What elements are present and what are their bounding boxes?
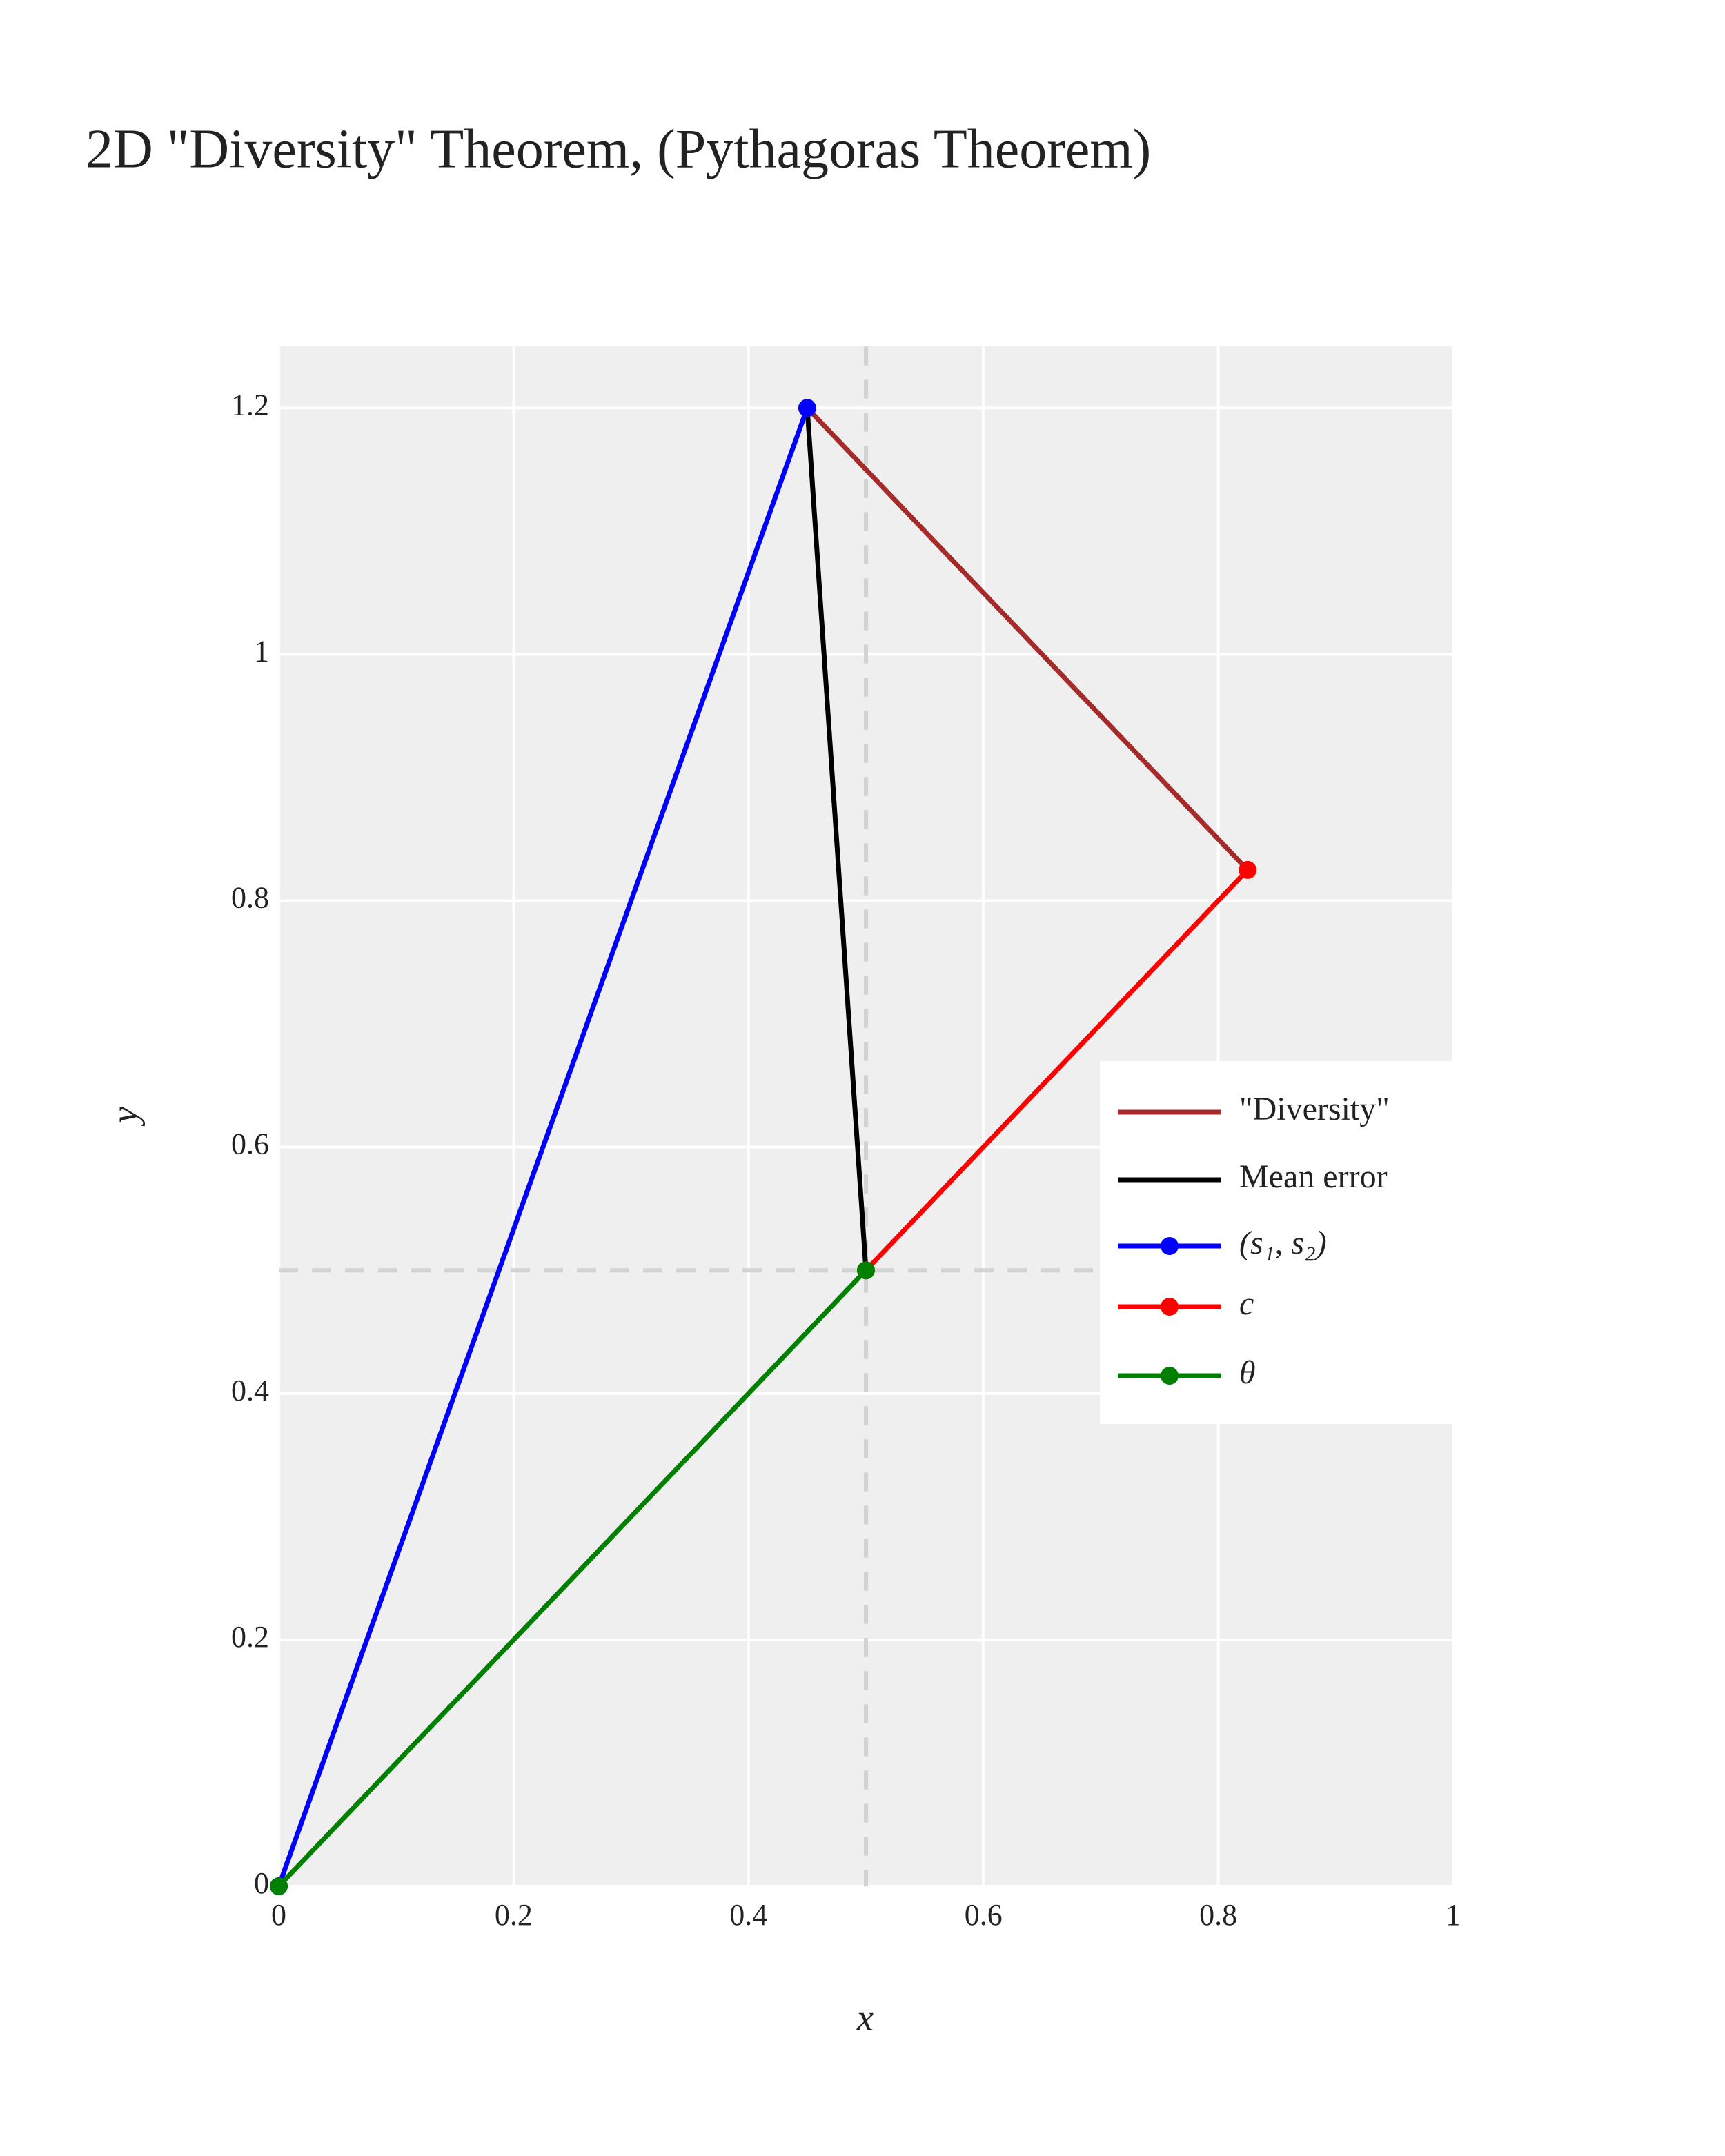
marker bbox=[857, 1261, 875, 1280]
series-line bbox=[276, 407, 810, 1888]
y-tick-label: 0.8 bbox=[231, 881, 269, 915]
chart-title: 2D "Diversity" Theorem, (Pythagoras Theo… bbox=[86, 119, 1151, 179]
y-axis-label: y bbox=[103, 1107, 145, 1127]
series-line bbox=[805, 408, 869, 1271]
x-tick-label: 0.6 bbox=[965, 1898, 1003, 1932]
legend-marker bbox=[1161, 1298, 1179, 1316]
x-tick-label: 0.2 bbox=[495, 1898, 533, 1932]
y-tick-label: 1 bbox=[254, 634, 269, 668]
y-tick-label: 1.2 bbox=[231, 388, 269, 422]
legend-label: θ bbox=[1239, 1354, 1256, 1391]
legend-label: c bbox=[1239, 1285, 1254, 1322]
legend-label: (s₁, s₂) bbox=[1239, 1225, 1327, 1261]
series-line bbox=[864, 868, 1250, 1272]
x-tick-label: 0.8 bbox=[1199, 1898, 1237, 1932]
legend-marker bbox=[1161, 1237, 1179, 1255]
series-line bbox=[277, 1268, 868, 1888]
x-tick-label: 1 bbox=[1446, 1898, 1461, 1932]
y-tick-label: 0 bbox=[254, 1866, 269, 1900]
marker bbox=[1239, 860, 1257, 879]
y-tick-label: 0.6 bbox=[231, 1127, 269, 1161]
legend-label: "Diversity" bbox=[1239, 1091, 1390, 1127]
x-axis-label: x bbox=[856, 1997, 874, 2038]
marker bbox=[798, 399, 816, 417]
x-tick-label: 0 bbox=[271, 1898, 286, 1932]
marker bbox=[270, 1877, 288, 1895]
x-tick-label: 0.4 bbox=[729, 1898, 767, 1932]
legend-box bbox=[1100, 1061, 1453, 1424]
y-tick-label: 0.4 bbox=[231, 1374, 269, 1407]
series-line bbox=[805, 406, 1250, 872]
y-tick-label: 0.2 bbox=[231, 1620, 269, 1654]
legend-marker bbox=[1161, 1367, 1179, 1385]
legend-label: Mean error bbox=[1239, 1158, 1388, 1195]
